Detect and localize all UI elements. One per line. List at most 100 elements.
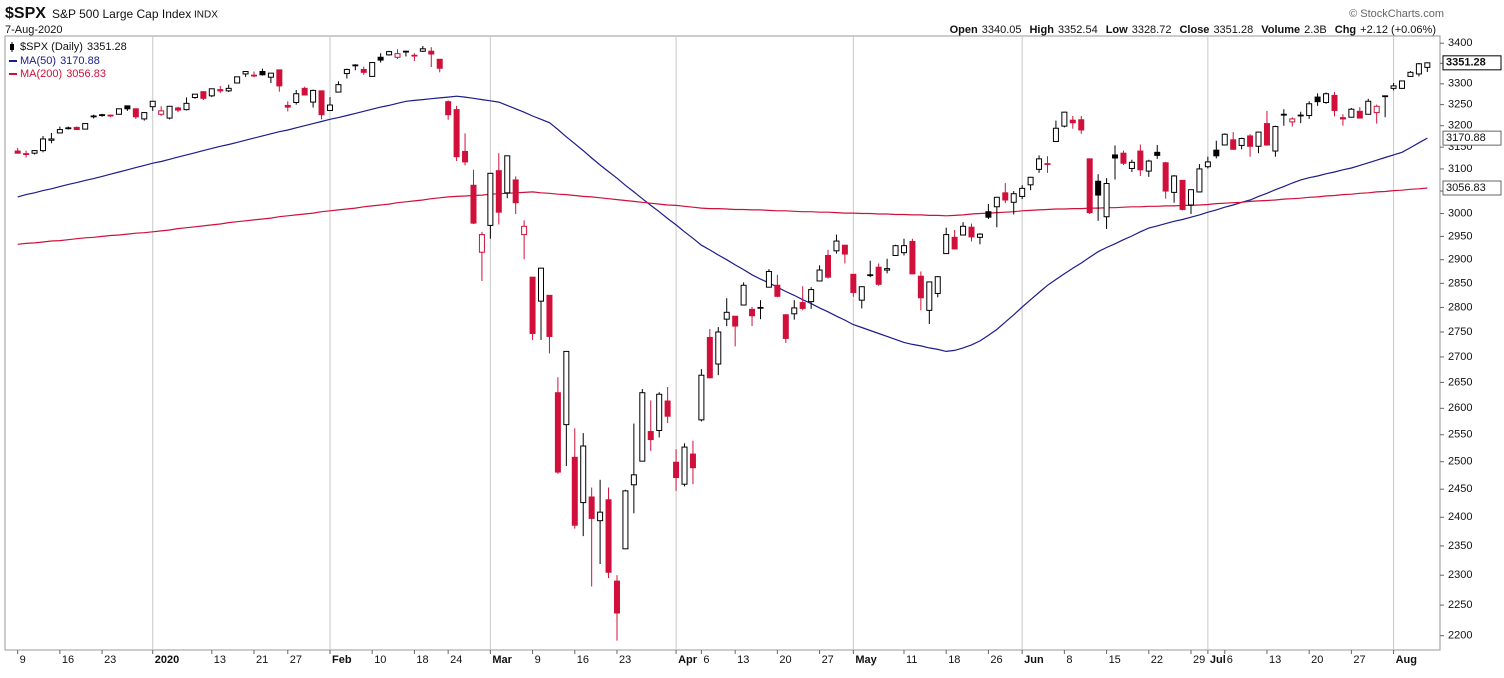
stat-label: Low [1106,24,1128,36]
candle-body [445,101,452,116]
candle-body [419,48,426,52]
candle-body [318,90,325,116]
x-tick-label: 2020 [155,654,179,666]
candle-body [141,112,148,120]
candle-body [377,56,384,61]
stats-line: Open 3340.05 High 3352.54 Low 3328.72 Close 335… [950,24,1436,36]
candle-body [73,126,80,131]
candle-body [1036,158,1043,170]
candle-body [571,456,578,526]
candle-body [166,105,173,119]
candle-body [1280,113,1287,116]
candle-body [402,50,409,53]
candle-body [343,68,350,75]
x-tick-label: 13 [1269,654,1281,666]
symbol: $SPX [5,5,46,22]
candle-body [1171,175,1178,193]
candle-body [749,308,756,317]
candle-body [1415,63,1422,75]
candle-body [960,225,967,236]
candle-body [1179,179,1186,210]
legend-icon [10,44,14,50]
y-tick-label: 2850 [1448,277,1472,289]
y-tick-label: 2300 [1448,569,1472,581]
y-tick-label: 2500 [1448,456,1472,468]
candle-body [951,236,958,250]
candle-body [580,445,587,504]
stat-value: 2.3B [1304,24,1327,36]
x-tick-label: 20 [1311,654,1323,666]
y-tick-label: 2550 [1448,429,1472,441]
candle-body [1027,176,1034,186]
moving-average-line [17,95,1428,353]
candle-body [1213,149,1220,157]
candle-body [867,274,874,277]
last-value-label: 3056.83 [1446,182,1486,194]
x-tick-label: 22 [1151,654,1163,666]
candle-body [1002,192,1009,201]
candle-body [765,270,772,288]
candle-body [191,93,198,98]
candle-body [1078,119,1085,131]
candle-body [301,87,308,96]
candle-body [689,453,696,469]
candle-body [65,127,72,130]
candle-body [175,107,182,111]
legend-entry: MA(200) 3056.83 [20,68,106,80]
candle-body [267,72,274,78]
candle-body [1120,152,1127,164]
candle-body [335,84,342,93]
candle-body [926,281,933,311]
x-tick-label: 26 [990,654,1002,666]
candle-body [605,499,612,573]
x-tick-label: 9 [535,654,541,666]
stat-label: Chg [1335,24,1356,36]
candle-body [124,105,131,110]
legend-entry: $SPX (Daily) 3351.28 [20,41,127,53]
candle-body [1339,117,1346,120]
candle-body [48,138,55,141]
candle-body [613,580,620,614]
candle-body [1196,168,1203,193]
candle-body [833,240,840,252]
candle-body [225,87,232,92]
stat-value: 3351.28 [1213,24,1253,36]
candle-body [462,150,469,163]
x-tick-label: 23 [104,654,116,666]
candle-body [681,446,688,485]
candle-body [825,254,832,278]
candle-body [453,109,460,158]
candle-body [470,184,477,224]
x-tick-label: 18 [948,654,960,666]
candle-body [909,241,916,275]
last-value-box [1442,55,1502,71]
candle-body [715,331,722,365]
candle-body [1145,160,1152,172]
candle-body [242,71,249,75]
candle-body [639,392,646,462]
candle-body [1221,133,1228,146]
credit: © StockCharts.com [1349,8,1444,20]
x-tick-label: 13 [214,654,226,666]
y-tick-label: 2900 [1448,254,1472,266]
y-tick-label: 2950 [1448,230,1472,242]
candle-body [107,114,114,117]
y-tick-label: 3300 [1448,78,1472,90]
candle-body [326,104,333,111]
legend-entry: MA(50) 3170.88 [20,55,100,67]
y-tick-label: 2800 [1448,301,1472,313]
candle-body [14,150,21,154]
candle-body [850,273,857,293]
candle-body [1069,119,1076,124]
candle-body [1365,100,1372,115]
x-tick-label: 27 [1353,654,1365,666]
x-tick-label: 15 [1109,654,1121,666]
candle-body [411,54,418,57]
x-tick-label: Apr [678,654,698,666]
candle-body [1112,154,1119,159]
y-tick-label: 2400 [1448,511,1472,523]
x-tick-label: May [855,654,877,666]
candle-body [892,245,899,256]
candle-body [1382,95,1389,98]
